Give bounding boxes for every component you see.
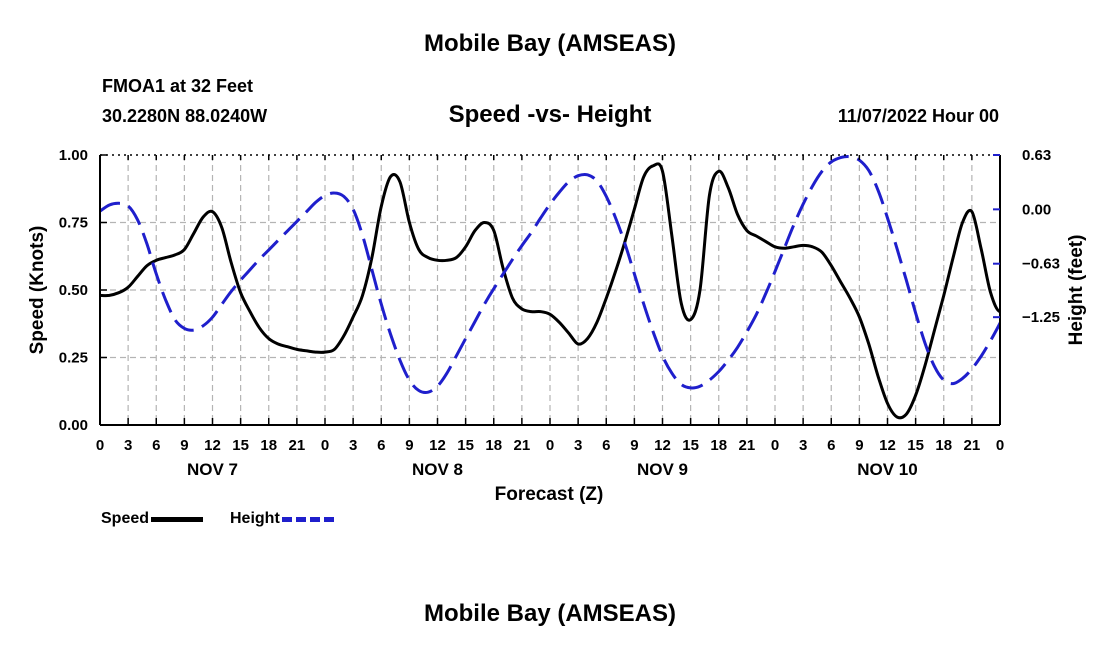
x-tick-label: 0 <box>546 437 554 454</box>
x-tick-label: 21 <box>514 437 531 454</box>
x-tick-label: 15 <box>682 437 699 454</box>
x-tick-label: 12 <box>879 437 896 454</box>
legend-speed-label: Speed <box>101 510 150 527</box>
grid-lines <box>100 155 1000 425</box>
axis-ticks: 0 3 6 9 12 15 18 21 0 3 6 9 12 15 18 21 0 3 6 9 12 15 18 21 0 3 6 9… <box>59 147 1060 479</box>
x-tick-label: 6 <box>152 437 160 454</box>
x-tick-label: 9 <box>855 437 863 454</box>
date-label: NOV 7 <box>187 460 238 479</box>
x-tick-label: 3 <box>799 437 807 454</box>
legend-speed-swatch <box>151 516 204 522</box>
x-tick-label: 6 <box>377 437 385 454</box>
series-lines <box>100 155 1000 420</box>
chart-title: Speed -vs- Height <box>448 101 652 128</box>
x-tick-label: 21 <box>289 437 306 454</box>
x-tick-label: 18 <box>485 437 502 454</box>
legend-height-swatch <box>281 516 334 522</box>
x-tick-label: 18 <box>260 437 277 454</box>
x-tick-label: 18 <box>935 437 952 454</box>
station-label: FMOA1 at 32 Feet <box>102 76 254 96</box>
forecast-date: 11/07/2022 Hour 00 <box>837 106 999 126</box>
x-tick-label: 0 <box>96 437 104 454</box>
left-axis-label: Speed (Knots) <box>27 226 48 355</box>
left-y-tick-label: 0.00 <box>59 417 88 434</box>
x-tick-label: 0 <box>321 437 329 454</box>
x-tick-label: 3 <box>124 437 132 454</box>
legend-height-label: Height <box>230 510 280 527</box>
right-y-tick-label: −1.25 <box>1022 309 1060 326</box>
right-axis-label: Height (feet) <box>1066 235 1087 346</box>
x-tick-label: 12 <box>654 437 671 454</box>
date-label: NOV 9 <box>637 460 688 479</box>
x-tick-label: 15 <box>907 437 924 454</box>
left-y-tick-label: 0.50 <box>59 282 88 299</box>
right-y-tick-label: 0.63 <box>1022 147 1051 164</box>
main-title: Mobile Bay (AMSEAS) <box>423 30 677 57</box>
x-tick-label: 6 <box>827 437 835 454</box>
x-tick-label: 9 <box>405 437 413 454</box>
x-tick-label: 3 <box>574 437 582 454</box>
x-tick-label: 9 <box>180 437 188 454</box>
right-y-tick-label: 0.00 <box>1022 201 1051 218</box>
series-line-height <box>100 155 1000 395</box>
left-y-tick-label: 0.75 <box>59 215 88 232</box>
date-label: NOV 8 <box>412 460 463 479</box>
legend-speed: Speed <box>101 510 204 528</box>
x-tick-label: 12 <box>204 437 221 454</box>
x-tick-label: 15 <box>457 437 474 454</box>
left-y-tick-label: 0.25 <box>59 350 88 367</box>
x-tick-label: 12 <box>429 437 446 454</box>
x-tick-label: 18 <box>710 437 727 454</box>
x-axis-label: Forecast (Z) <box>495 484 604 505</box>
x-tick-label: 0 <box>771 437 779 454</box>
x-tick-label: 3 <box>349 437 357 454</box>
x-tick-label: 21 <box>964 437 981 454</box>
series-line-speed <box>100 162 1000 420</box>
right-y-tick-label: −0.63 <box>1022 256 1060 273</box>
left-y-tick-label: 1.00 <box>59 147 88 164</box>
legend-height: Height <box>230 510 334 528</box>
coordinates-label: 30.2280N 88.0240W <box>102 106 268 126</box>
x-tick-label: 0 <box>996 437 1004 454</box>
x-tick-label: 21 <box>739 437 756 454</box>
x-tick-label: 15 <box>232 437 249 454</box>
footer-title: Mobile Bay (AMSEAS) <box>423 600 677 627</box>
x-tick-label: 6 <box>602 437 610 454</box>
x-tick-label: 9 <box>630 437 638 454</box>
date-label: NOV 10 <box>857 460 917 479</box>
